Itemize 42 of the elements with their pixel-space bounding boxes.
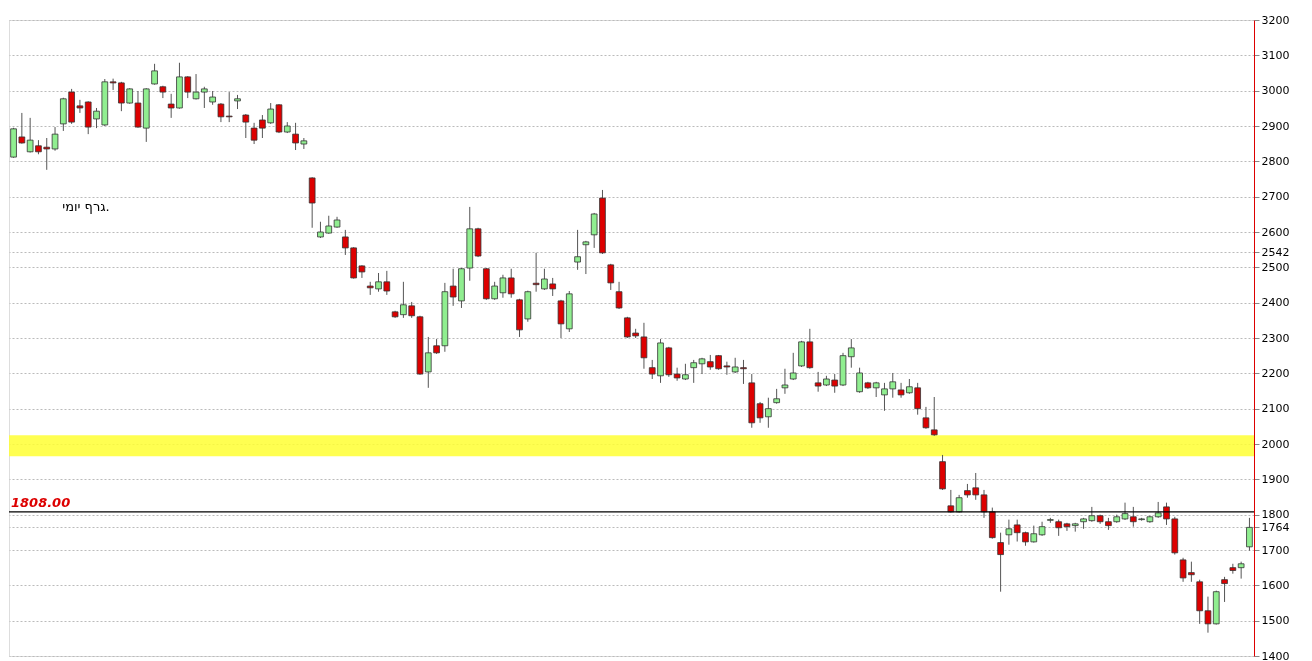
y-tick-label: 3100 <box>1261 48 1290 62</box>
candlestick <box>930 396 938 437</box>
y-tick-label: 2300 <box>1261 331 1290 345</box>
y-tick-label: 2542 <box>1261 245 1290 259</box>
candlestick <box>607 263 615 291</box>
y-tick-label: 2100 <box>1261 402 1290 416</box>
y-tick-label: 3000 <box>1261 84 1290 98</box>
ref-line-label: 1808.00 <box>11 494 71 510</box>
candlestick <box>507 268 515 299</box>
y-tick-label: 1764 <box>1261 520 1290 534</box>
candlestick <box>1237 561 1245 580</box>
y-tick-label: 1500 <box>1261 614 1290 628</box>
y-tick-label: 1900 <box>1261 472 1290 486</box>
candlestick <box>922 406 930 430</box>
y-tick-label: 2200 <box>1261 366 1290 380</box>
y-tick-label: 3200 <box>1261 13 1290 27</box>
y-tick-label: 1800 <box>1261 508 1290 522</box>
y-tick-label: 2500 <box>1261 260 1290 274</box>
y-tick-label: 2900 <box>1261 119 1290 133</box>
candlestick <box>1221 576 1228 603</box>
candlestick <box>217 102 225 123</box>
y-tick-label: 1700 <box>1261 543 1290 557</box>
candlestick <box>1005 519 1013 546</box>
candlestick <box>615 281 623 310</box>
y-tick-label: 2800 <box>1261 154 1290 168</box>
annotation: גרף יומי. <box>62 199 110 214</box>
candlestick <box>225 91 233 123</box>
candlestick <box>781 368 789 395</box>
candlestick <box>997 532 1004 593</box>
y-tick-label: 2000 <box>1261 437 1290 451</box>
candlestick <box>582 240 590 275</box>
y-tick-label: 2400 <box>1261 296 1290 310</box>
y-tick-label: 2700 <box>1261 190 1290 204</box>
y-tick-label: 1400 <box>1261 649 1290 661</box>
candlestick <box>1246 517 1253 552</box>
candlestick <box>242 113 250 139</box>
candlestick <box>574 229 581 271</box>
candlestick <box>151 63 158 86</box>
y-tick-label: 1600 <box>1261 578 1290 592</box>
y-tick-label: 2600 <box>1261 225 1290 239</box>
candlestick <box>947 489 955 514</box>
candlestick <box>789 352 797 381</box>
